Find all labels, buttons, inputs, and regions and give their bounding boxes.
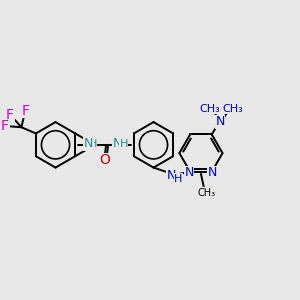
Text: F: F <box>22 104 29 118</box>
Text: H: H <box>174 174 182 184</box>
Text: N: N <box>84 137 93 150</box>
Text: N: N <box>167 169 176 182</box>
Text: H: H <box>119 139 128 149</box>
Text: CH₃: CH₃ <box>197 188 215 197</box>
Text: F: F <box>6 108 14 122</box>
Text: N: N <box>208 167 218 179</box>
Text: CH₃: CH₃ <box>222 103 243 113</box>
Text: O: O <box>100 153 110 167</box>
Text: CH₃: CH₃ <box>199 103 220 113</box>
Text: H: H <box>88 139 97 149</box>
Text: N: N <box>113 137 122 150</box>
Text: F: F <box>1 119 9 133</box>
Text: N: N <box>215 116 225 128</box>
Text: N: N <box>184 167 194 179</box>
